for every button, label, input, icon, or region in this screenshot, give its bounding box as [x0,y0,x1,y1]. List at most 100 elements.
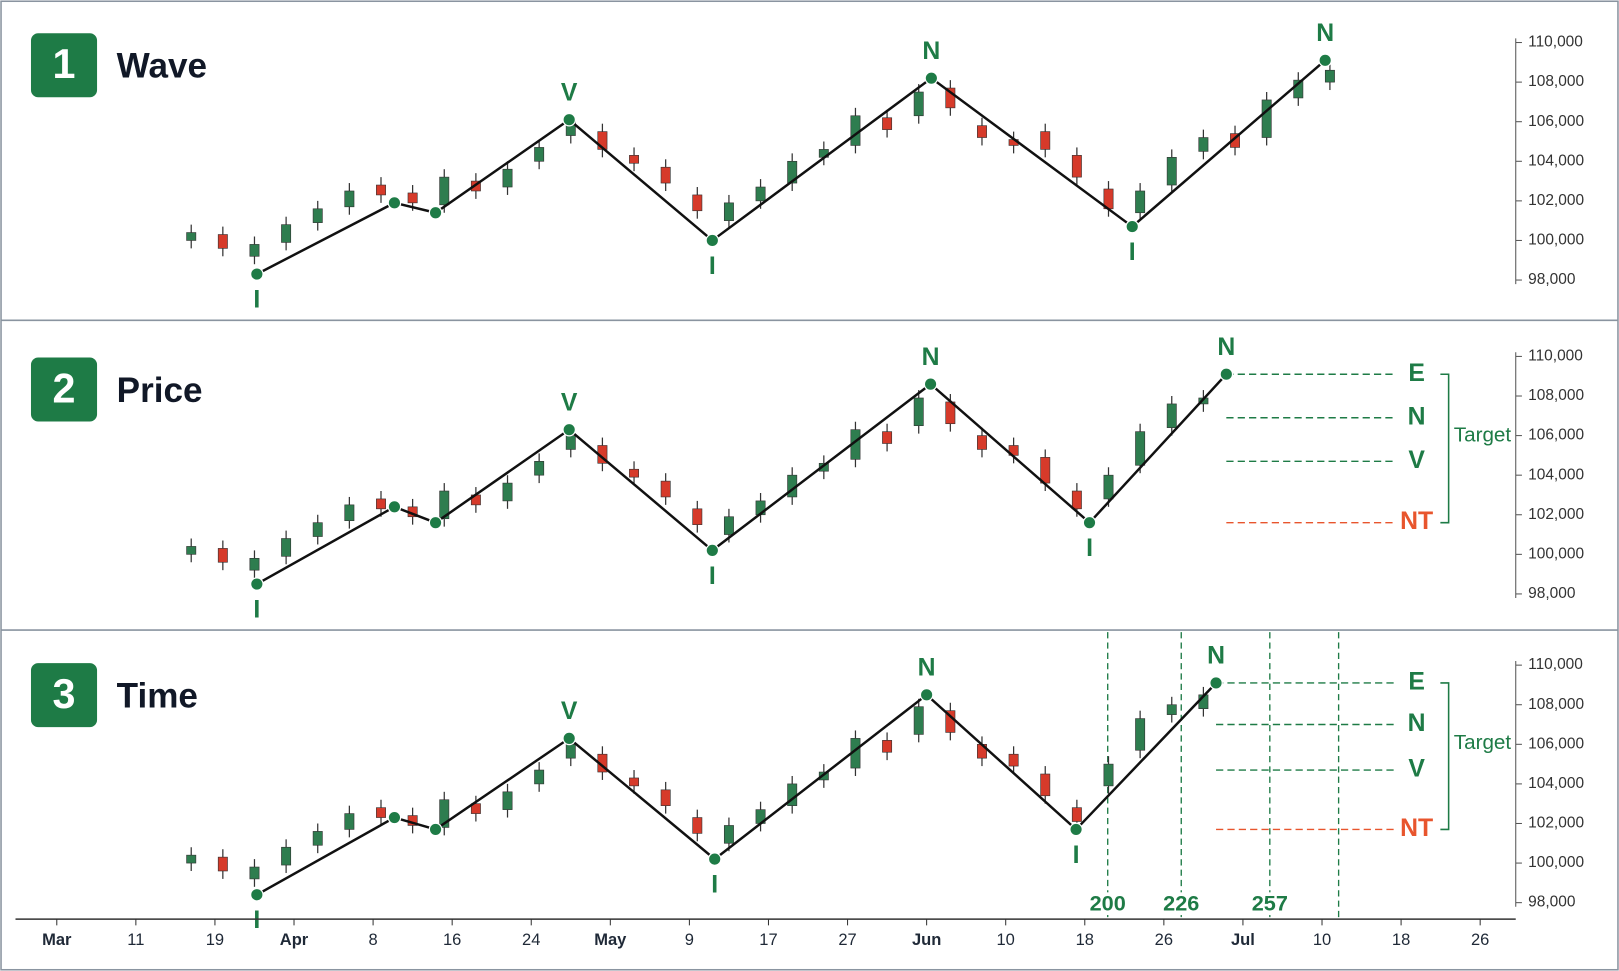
wave-point [1318,53,1332,68]
candle-body [913,91,924,117]
candle-body [565,744,576,759]
x-tick-label: 10 [997,930,1015,949]
badge-number: 1 [53,41,76,87]
x-tick-label: Jul [1231,930,1255,949]
badge [30,663,98,728]
candle-body [470,803,481,814]
candle-body [534,461,545,476]
x-tick-label: 8 [368,930,377,949]
candle-body [1166,157,1177,186]
target-bracket [1440,373,1450,524]
candle-body [1103,763,1114,787]
wave-point [562,731,577,746]
wave-point [428,515,443,530]
y-tick-label: 110,000 [1528,34,1583,51]
y-tick-label: 98,000 [1528,585,1575,602]
candle-body [977,435,987,450]
x-tick-label: 16 [443,930,461,949]
candle-body [344,504,355,522]
candle-body [1135,431,1146,466]
y-tick-label: 102,000 [1528,192,1584,209]
y-tick-label: 104,000 [1528,466,1584,483]
panel-title: Price [117,371,203,410]
target-label: NT [1400,508,1433,535]
candle-body [1103,474,1114,500]
candle-body [502,168,513,188]
wave-line [256,373,1228,586]
y-tick-label: 100,000 [1528,545,1584,562]
badge-number: 2 [53,365,76,411]
candle-body [660,166,671,184]
wave-label: I [253,286,260,313]
x-tick-label: 24 [522,930,540,949]
candle-body [186,232,197,241]
candle-body [1040,131,1051,150]
candle-body [249,244,260,257]
candle-body [723,202,734,221]
candle-body [1071,807,1082,822]
wave-label: I [253,596,260,623]
y-tick-label: 106,000 [1528,113,1584,130]
candle-body [597,131,608,150]
y-tick-label: 104,000 [1528,152,1584,169]
candle-body [692,508,703,525]
wave-label: I [711,872,718,899]
candle-body [534,147,545,162]
candle-body [312,208,323,223]
candle-body [723,825,734,844]
y-tick-label: 106,000 [1528,427,1584,444]
y-tick-label: 102,000 [1528,815,1584,832]
wave-label: N [1207,643,1225,670]
x-tick-label: 10 [1313,930,1331,949]
target-label: V [1408,447,1425,474]
candle-body [1008,753,1019,767]
wave-label: I [709,563,716,590]
x-tick-label: 18 [1392,930,1410,949]
y-tick-label: 104,000 [1528,775,1584,792]
x-tick-label: 18 [1076,930,1094,949]
x-tick-label: 19 [206,930,224,949]
candle-body [281,224,292,243]
candle-body [1166,403,1177,428]
candle-body [312,522,323,537]
wave-label: I [1129,239,1136,266]
wave-point [250,267,264,281]
candle-body [1040,457,1051,484]
y-tick-label: 98,000 [1528,894,1575,911]
x-tick-label: 26 [1471,930,1489,949]
x-tick-label: 26 [1155,930,1173,949]
target-label: E [1408,669,1425,696]
candle-body [376,807,386,818]
wave-label: I [1086,535,1093,562]
wave-label: V [561,79,578,106]
candle-body [376,498,386,510]
candle-body [1135,718,1146,751]
wave-label: V [561,698,578,725]
x-tick-label: Apr [280,930,309,949]
candle-body [1166,704,1177,715]
wave-point [387,196,402,210]
wave-point [705,543,720,558]
candle-body [502,791,513,810]
candle-body [1071,155,1082,178]
wave-label: I [1073,842,1080,869]
wave-label: N [922,344,940,371]
candle-body [755,186,766,202]
target-bracket [1440,682,1450,831]
candle-body [1040,773,1051,797]
target-label: NT [1400,815,1433,842]
wave-point [707,852,722,866]
wave-label: V [561,389,578,416]
y-tick-label: 108,000 [1528,696,1584,713]
candle-body [534,769,545,785]
candle-body [376,184,386,196]
wave-line [256,682,1217,896]
x-tick-label: 11 [127,930,144,949]
wave-point [705,233,720,248]
wave-point [1209,676,1223,690]
wave-point [250,577,264,591]
candle-body [281,538,292,557]
candle-body [977,125,987,138]
